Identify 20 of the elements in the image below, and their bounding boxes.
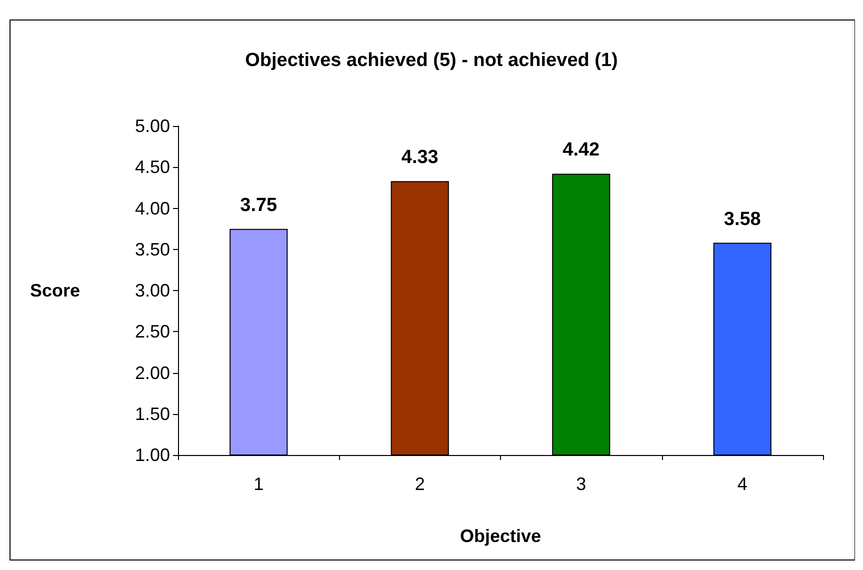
y-tick-label: 4.50 <box>134 157 170 178</box>
y-axis-title: Score <box>30 280 80 300</box>
data-label: 3.75 <box>240 194 278 216</box>
y-tick-label: 2.00 <box>134 362 170 383</box>
y-tick-label: 1.00 <box>134 445 170 465</box>
data-label: 4.33 <box>401 147 438 168</box>
data-label: 3.58 <box>724 208 761 230</box>
y-tick-label: 1.50 <box>134 404 170 424</box>
chart-title: Objectives achieved (5) - not achieved (1) <box>245 50 618 71</box>
x-tick-label: 4 <box>737 474 748 494</box>
x-tick-label: 2 <box>414 474 425 494</box>
x-axis-title: Objective <box>460 526 542 546</box>
y-tick-label: 5.00 <box>134 116 170 136</box>
y-tick-label: 3.50 <box>134 239 170 260</box>
data-label: 4.42 <box>562 140 600 161</box>
x-tick-label: 3 <box>576 474 586 494</box>
x-tick-label: 1 <box>254 474 264 494</box>
y-tick-label: 3.00 <box>134 280 170 300</box>
y-tick-label: 4.00 <box>134 198 170 218</box>
y-tick-label: 2.50 <box>134 322 170 342</box>
